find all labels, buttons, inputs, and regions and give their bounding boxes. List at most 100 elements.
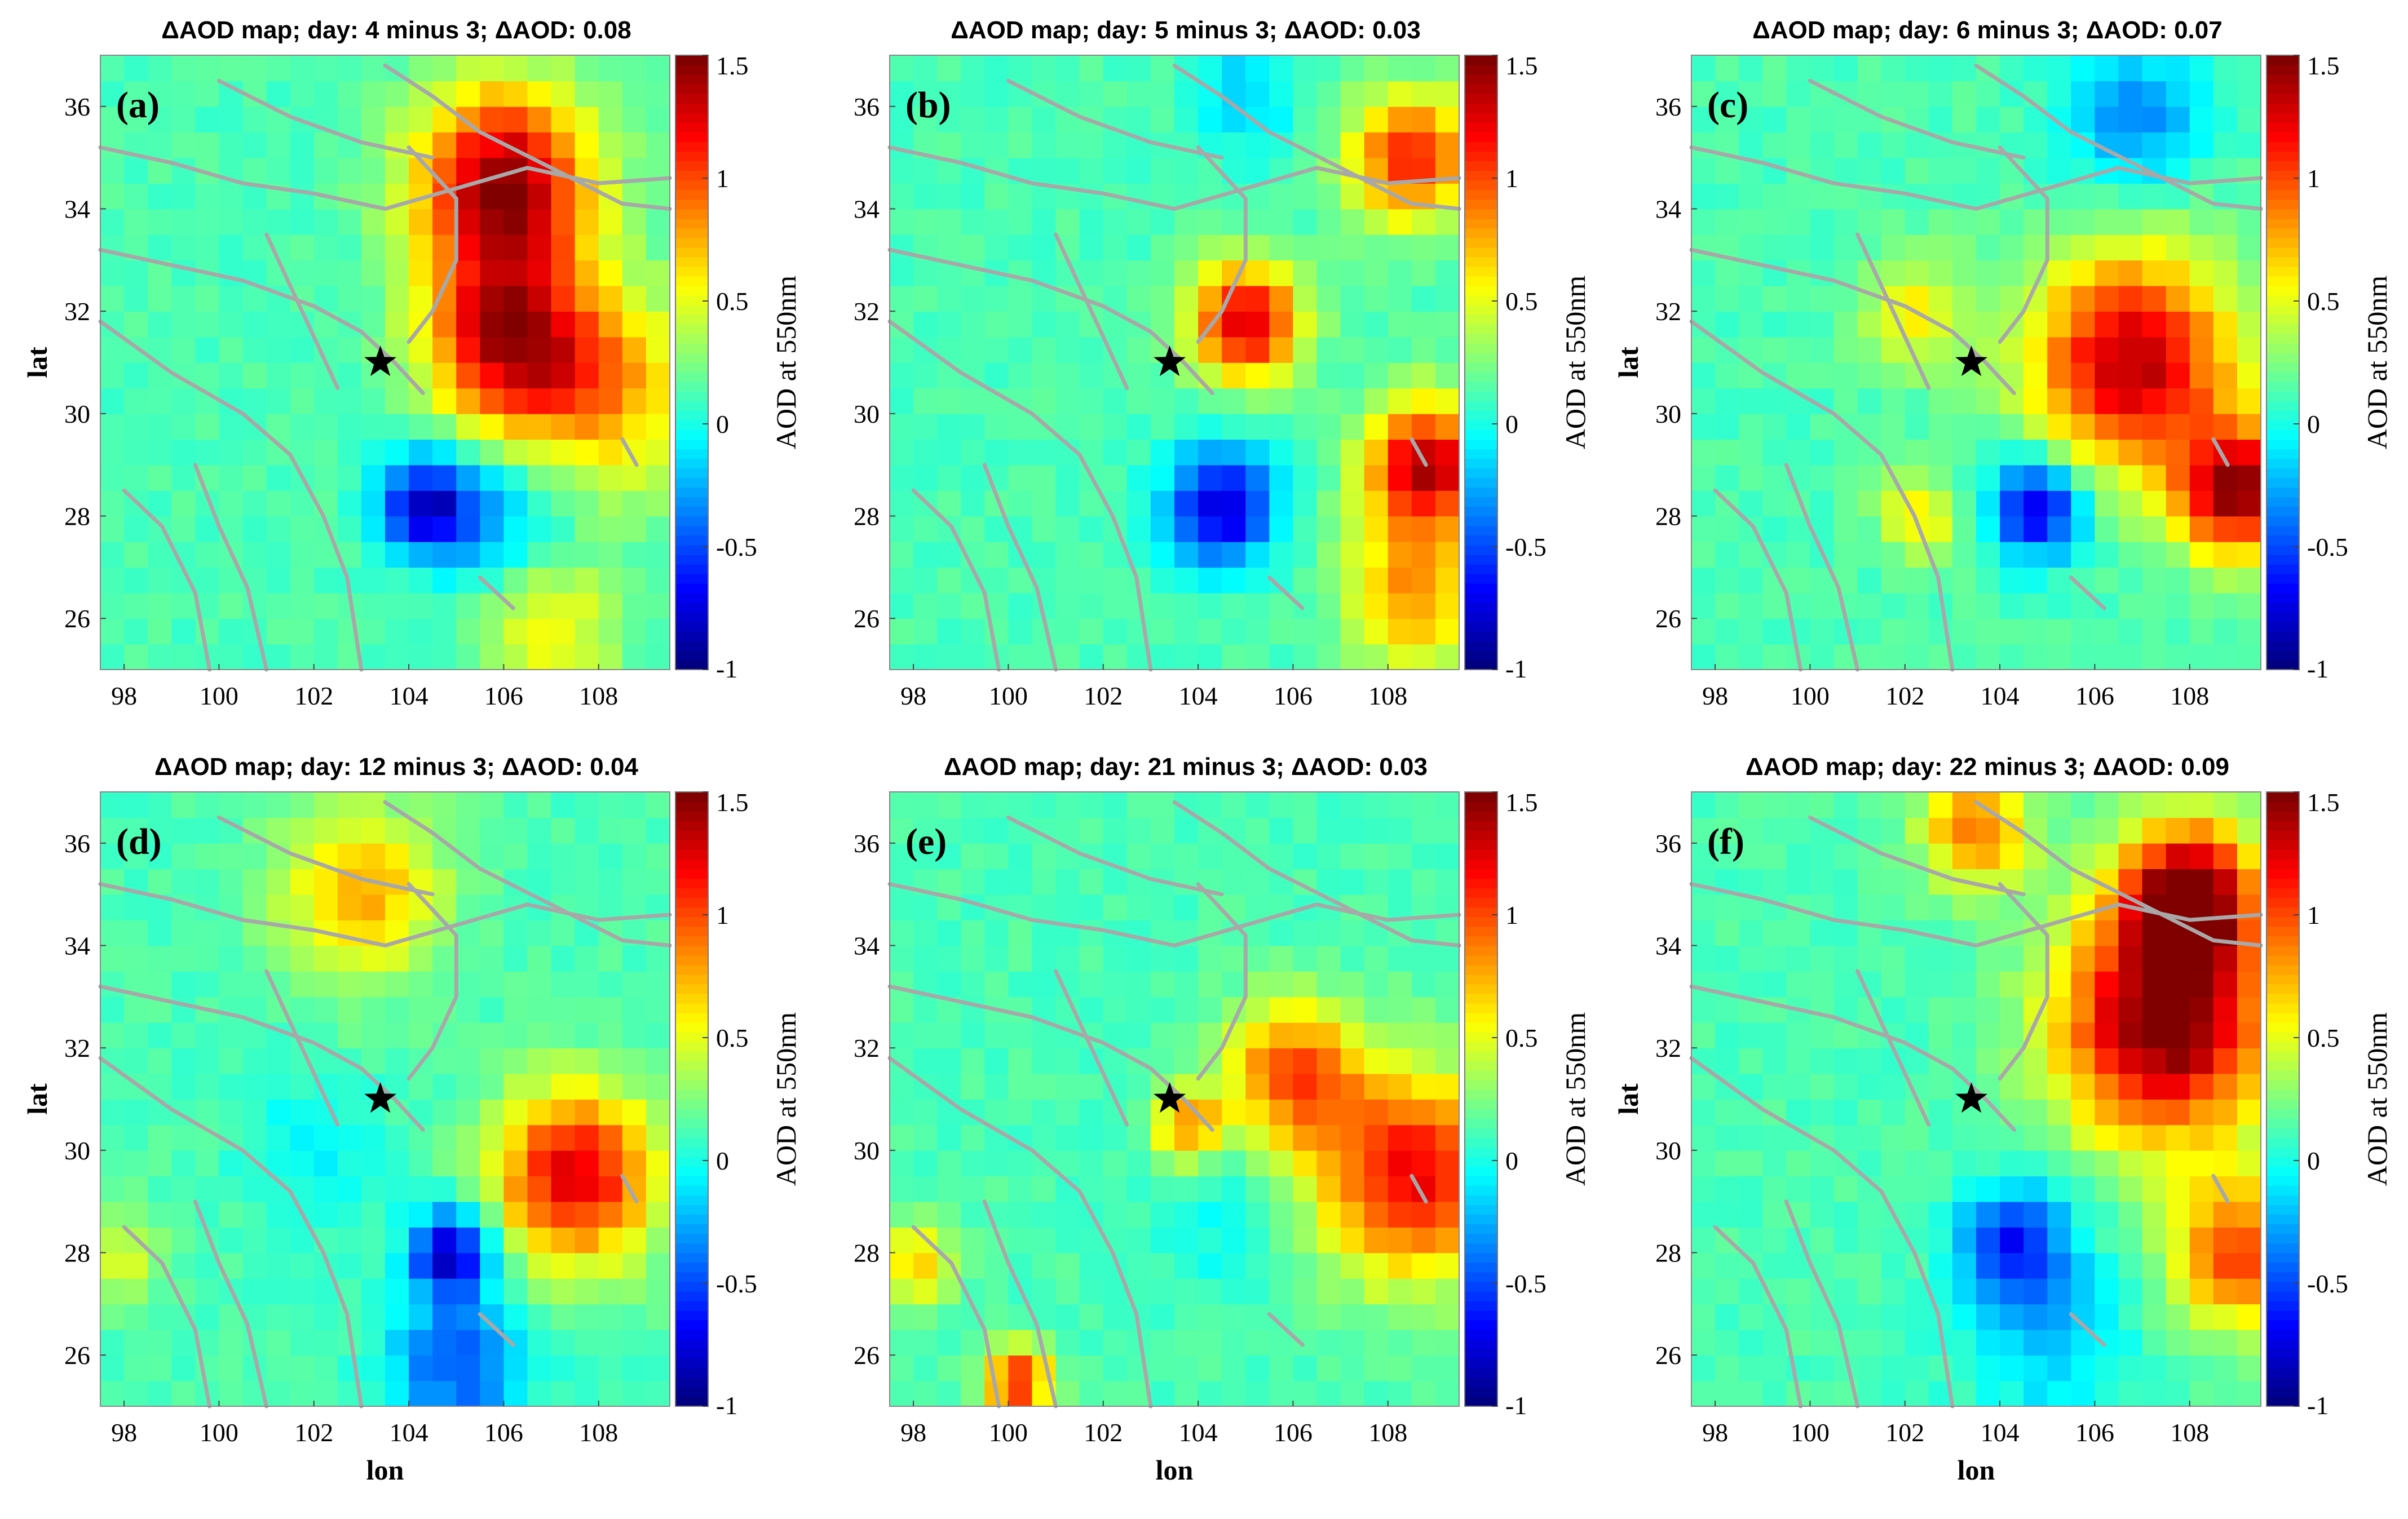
heat-cell bbox=[1905, 132, 1929, 158]
heat-cell bbox=[961, 1124, 986, 1151]
fault-line bbox=[1784, 463, 1860, 672]
colorbar-segment bbox=[1465, 535, 1497, 546]
colorbar-segment bbox=[1465, 429, 1497, 440]
heat-cell bbox=[1293, 209, 1318, 235]
heat-cell bbox=[2071, 81, 2096, 107]
heat-cell bbox=[1316, 285, 1341, 312]
colorbar-segment bbox=[675, 1185, 708, 1196]
heat-cell bbox=[219, 843, 244, 870]
heat-cell bbox=[646, 285, 670, 312]
heat-cell bbox=[385, 1380, 409, 1407]
heat-cell bbox=[1905, 413, 1929, 440]
heat-cell bbox=[361, 413, 386, 440]
heat-cell bbox=[2095, 792, 2119, 818]
heat-cell bbox=[1952, 945, 1977, 972]
heat-cell bbox=[1810, 1380, 1835, 1407]
heat-cell bbox=[2118, 439, 2143, 466]
heat-cell bbox=[913, 81, 938, 107]
heat-cell bbox=[1293, 1252, 1318, 1279]
fault-line bbox=[1006, 78, 1224, 160]
heat-cell bbox=[1905, 1201, 1929, 1228]
colorbar-segment bbox=[675, 391, 708, 401]
heat-cell bbox=[961, 1176, 986, 1202]
colorbar-segment bbox=[2266, 840, 2299, 850]
heat-cell bbox=[456, 362, 481, 389]
heat-cell bbox=[1316, 843, 1341, 870]
heat-cell bbox=[361, 817, 386, 844]
heat-cell bbox=[2118, 311, 2143, 338]
heat-cell bbox=[242, 945, 267, 972]
heat-cell bbox=[1055, 55, 1080, 82]
heat-cell bbox=[266, 945, 291, 972]
heat-cell bbox=[432, 618, 457, 645]
heat-cell bbox=[575, 388, 599, 414]
heat-cell bbox=[598, 1304, 623, 1330]
heat-cell bbox=[361, 260, 386, 286]
heat-cell bbox=[1833, 1073, 1858, 1100]
heat-cell bbox=[1411, 234, 1436, 261]
heat-cell bbox=[913, 209, 938, 235]
heat-cell bbox=[480, 388, 505, 414]
colorbar-segment bbox=[1465, 352, 1497, 363]
heat-cell bbox=[2047, 945, 2072, 972]
heat-cell bbox=[313, 971, 338, 998]
heat-cell bbox=[646, 541, 670, 568]
colorbar-segment bbox=[675, 343, 708, 353]
heat-cell bbox=[2189, 81, 2214, 107]
heat-cell bbox=[551, 618, 576, 645]
heat-cell bbox=[313, 945, 338, 972]
heat-cell bbox=[1715, 1355, 1739, 1381]
heat-cell bbox=[148, 541, 173, 568]
fault-line bbox=[1784, 1199, 1860, 1409]
heat-cell bbox=[646, 971, 670, 998]
heat-cell bbox=[480, 209, 505, 235]
heat-cell bbox=[432, 1380, 457, 1407]
heat-cell bbox=[622, 843, 647, 870]
heat-cell bbox=[1857, 541, 1882, 568]
heat-cell bbox=[984, 55, 1009, 82]
colorbar-segment bbox=[2266, 964, 2299, 975]
heat-cell bbox=[385, 132, 409, 158]
heat-cell bbox=[2000, 792, 2024, 818]
heat-cell bbox=[409, 260, 433, 286]
heat-cell bbox=[313, 1355, 338, 1381]
heat-cell bbox=[148, 1099, 173, 1126]
heat-cell bbox=[313, 157, 338, 184]
colorbar-segment bbox=[2266, 821, 2299, 831]
heat-cell bbox=[2000, 592, 2024, 619]
heat-cell bbox=[598, 260, 623, 286]
heat-cell bbox=[890, 1150, 914, 1177]
fault-line bbox=[407, 145, 458, 344]
heat-cell bbox=[503, 945, 528, 972]
heat-cell bbox=[1762, 311, 1787, 338]
heat-cell bbox=[1435, 945, 1460, 972]
heat-cell bbox=[1833, 971, 1858, 998]
heat-cell bbox=[1174, 1022, 1199, 1048]
heat-cell bbox=[2000, 439, 2024, 466]
colorbar-segment bbox=[2266, 859, 2299, 870]
heat-cell bbox=[1435, 997, 1460, 1023]
heat-cell bbox=[575, 81, 599, 107]
heat-cell bbox=[937, 1227, 962, 1254]
fault-line bbox=[217, 78, 435, 160]
heat-cell bbox=[1364, 541, 1389, 568]
heat-cell bbox=[456, 945, 481, 972]
heat-cell bbox=[195, 971, 220, 998]
heat-cell bbox=[2166, 869, 2190, 895]
heat-cell bbox=[2166, 1329, 2190, 1356]
heat-cell bbox=[1833, 1201, 1858, 1228]
heat-cell bbox=[2142, 1124, 2167, 1151]
heat-cell bbox=[100, 1252, 125, 1279]
x-tick-label: 102 bbox=[294, 1418, 333, 1447]
heat-cell bbox=[646, 439, 670, 466]
heat-cell bbox=[219, 439, 244, 466]
heat-cell bbox=[337, 971, 362, 998]
heat-cell bbox=[2071, 260, 2096, 286]
heat-cell bbox=[527, 336, 552, 363]
heat-cell bbox=[937, 1278, 962, 1305]
heat-cell bbox=[1103, 209, 1128, 235]
heat-cell bbox=[385, 1227, 409, 1254]
heat-cell bbox=[1739, 792, 1764, 818]
heat-cell bbox=[1691, 55, 1716, 82]
colorbar-segment bbox=[2266, 1300, 2299, 1311]
